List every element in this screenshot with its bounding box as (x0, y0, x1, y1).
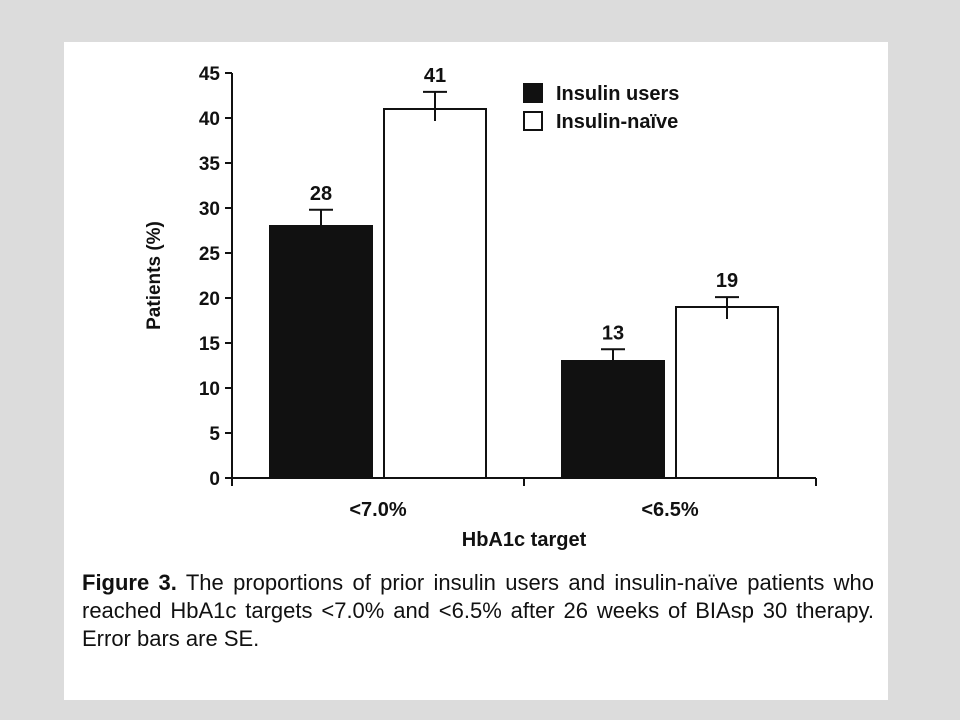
legend-swatch (523, 83, 543, 103)
y-tick-label: 45 (199, 64, 221, 85)
y-tick-label: 30 (199, 199, 220, 220)
y-tick-label: 25 (199, 244, 221, 265)
x-axis-label: HbA1c target (462, 529, 587, 551)
figure-panel: 0 5 10 15 20 25 30 35 40 45 Patients (%) 28 41 <7.0% 1… (64, 42, 888, 700)
y-tick-label: 40 (199, 109, 220, 130)
y-tick-label: 35 (199, 154, 221, 175)
y-tick-label: 0 (209, 469, 220, 490)
y-tick-label: 15 (199, 334, 221, 355)
x-tick-label: <7.0% (349, 499, 406, 521)
x-tick-label: <6.5% (641, 499, 698, 521)
caption-text: The proportions of prior insulin users a… (82, 570, 875, 651)
bar-insulin-users (269, 225, 373, 479)
legend-label: Insulin-naïve (556, 111, 678, 133)
y-axis-label: Patients (%) (144, 221, 165, 330)
data-label: 13 (602, 322, 624, 344)
data-label: 41 (424, 65, 446, 87)
y-tick-label: 20 (199, 289, 220, 310)
bar-insulin-naive (675, 306, 779, 479)
bar-insulin-naive (383, 108, 487, 479)
legend-label: Insulin users (556, 83, 679, 105)
data-label: 19 (716, 270, 738, 292)
bar-insulin-users (561, 360, 665, 479)
bar-chart: 0 5 10 15 20 25 30 35 40 45 Patients (%) 28 41 <7.0% 1… (144, 64, 817, 551)
y-tick-label: 5 (209, 424, 220, 445)
legend-swatch (523, 111, 543, 131)
figure-caption: Figure 3. The proportions of prior insul… (82, 569, 874, 653)
data-label: 28 (310, 183, 332, 205)
caption-label: Figure 3. (82, 570, 177, 595)
y-tick-label: 10 (199, 379, 220, 400)
